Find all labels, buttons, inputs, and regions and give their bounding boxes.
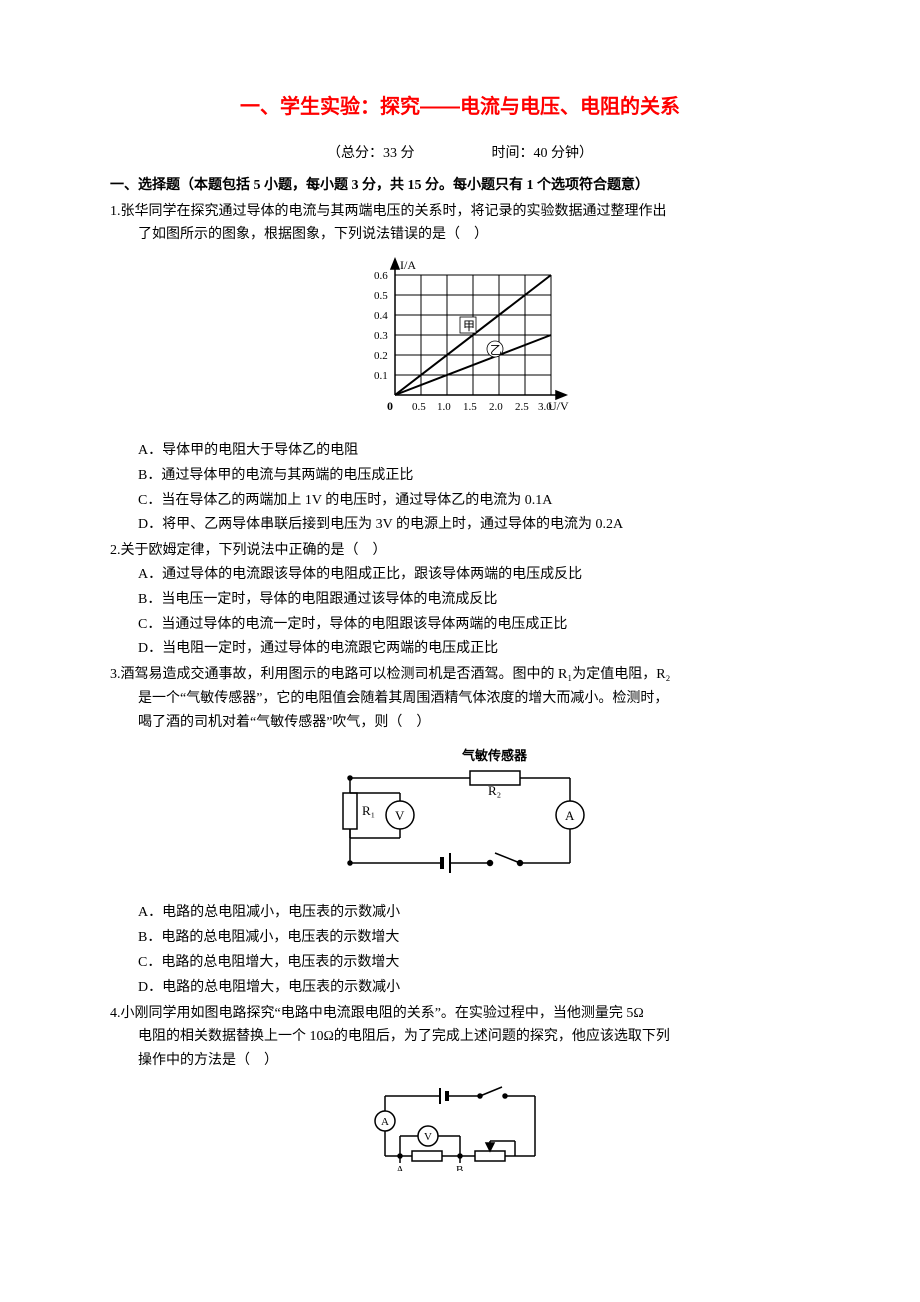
q1-xtick-5: 3.0	[538, 401, 552, 413]
q3-optA: A．电路的总电阻减小，电压表的示数减小	[138, 901, 810, 925]
question-2: 2.关于欧姆定律，下列说法中正确的是（ ） A．通过导体的电流跟该导体的电阻成正…	[110, 539, 810, 661]
q4-ammeter: A	[381, 1116, 389, 1128]
q1-stem-line1: 张华同学在探究通过导体的电流与其两端电压的关系时，将记录的实验数据通过整理作出	[121, 204, 667, 219]
q3-sensor-label: 气敏传感器	[462, 748, 528, 763]
q1-ytick-4: 0.5	[374, 290, 388, 302]
q3-stem-line3: 喝了酒的司机对着“气敏传感器”吹气，则（ ）	[110, 711, 810, 735]
q1-ytick-5: 0.6	[374, 270, 388, 282]
q3-figure: 气敏传感器 R₂ R₁ V A	[110, 743, 810, 892]
q3-v-label: V	[395, 808, 405, 823]
subtitle: （总分：33 分 时间：40 分钟）	[110, 142, 810, 166]
q1-xtick-2: 1.5	[463, 401, 477, 413]
q1-ytick-3: 0.4	[374, 310, 388, 322]
q1-origin: 0	[387, 399, 393, 413]
q1-optB: B．通过导体甲的电流与其两端的电压成正比	[138, 464, 810, 488]
q1-num: 1.	[110, 204, 121, 219]
q4-circuit-svg: A V A B	[370, 1081, 550, 1171]
q1-stem: 1.张华同学在探究通过导体的电流与其两端电压的关系时，将记录的实验数据通过整理作…	[110, 200, 810, 224]
q2-optA: A．通过导体的电流跟该导体的电阻成正比，跟该导体两端的电压成反比	[138, 563, 810, 587]
q4-terminal-b: B	[456, 1164, 463, 1171]
q3-a-label: A	[565, 808, 575, 823]
q3-optD: D．电路的总电阻增大，电压表的示数减小	[138, 976, 810, 1000]
q1-ytick-2: 0.3	[374, 330, 388, 342]
q2-optB: B．当电压一定时，导体的电阻跟通过该导体的电流成反比	[138, 588, 810, 612]
q3-options: A．电路的总电阻减小，电压表的示数减小 B．电路的总电阻减小，电压表的示数增大 …	[110, 901, 810, 999]
q3-stem-line1: 酒驾易造成交通事故，利用图示的电路可以检测司机是否酒驾。图中的 R₁为定值电阻，…	[121, 667, 671, 682]
q3-circuit-svg: 气敏传感器 R₂ R₁ V A	[330, 743, 590, 883]
q1-xtick-0: 0.5	[412, 401, 426, 413]
q2-optC: C．当通过导体的电流一定时，导体的电阻跟该导体两端的电压成正比	[138, 613, 810, 637]
subtitle-score: （总分：33 分	[327, 146, 415, 161]
q4-num: 4.	[110, 1006, 121, 1021]
question-1: 1.张华同学在探究通过导体的电流与其两端电压的关系时，将记录的实验数据通过整理作…	[110, 200, 810, 538]
q1-optC: C．当在导体乙的两端加上 1V 的电压时，通过导体乙的电流为 0.1A	[138, 489, 810, 513]
q3-num: 3.	[110, 667, 121, 682]
exam-page: 一、学生实验：探究——电流与电压、电阻的关系 （总分：33 分 时间：40 分钟…	[0, 0, 920, 1302]
subtitle-time: 时间：40 分钟）	[492, 146, 594, 161]
q1-xtick-1: 1.0	[437, 401, 451, 413]
q4-stem-line1: 小刚同学用如图电路探究“电路中电流跟电阻的关系”。在实验过程中，当他测量完 5Ω	[121, 1006, 644, 1021]
q2-optD: D．当电阻一定时，通过导体的电流跟它两端的电压成正比	[138, 637, 810, 661]
q4-figure: A V A B	[110, 1081, 810, 1180]
q4-stem-line3: 操作中的方法是（ ）	[110, 1049, 810, 1073]
q1-ylabel: I/A	[400, 258, 416, 272]
q1-series-yi: 乙	[490, 343, 502, 357]
q3-r1-label: R₁	[362, 803, 375, 818]
q1-xtick-3: 2.0	[489, 401, 503, 413]
q1-figure: I/A U/V 0.1 0.2 0.3 0.4 0.5 0.6 0 0.5 1.…	[110, 255, 810, 429]
q4-voltmeter: V	[424, 1131, 432, 1143]
q3-stem-line2: 是一个“气敏传感器”，它的电阻值会随着其周围酒精气体浓度的增大而减小。检测时，	[110, 687, 810, 711]
question-3: 3.酒驾易造成交通事故，利用图示的电路可以检测司机是否酒驾。图中的 R₁为定值电…	[110, 663, 810, 999]
q3-optB: B．电路的总电阻减小，电压表的示数增大	[138, 926, 810, 950]
q1-options: A．导体甲的电阻大于导体乙的电阻 B．通过导体甲的电流与其两端的电压成正比 C．…	[110, 439, 810, 537]
q1-chart-svg: I/A U/V 0.1 0.2 0.3 0.4 0.5 0.6 0 0.5 1.…	[350, 255, 570, 420]
q3-r2-label: R₂	[488, 783, 501, 798]
page-title: 一、学生实验：探究——电流与电压、电阻的关系	[110, 90, 810, 124]
q4-stem-line2: 电阻的相关数据替换上一个 10Ω的电阻后，为了完成上述问题的探究，他应该选取下列	[110, 1025, 810, 1049]
q1-optD: D．将甲、乙两导体串联后接到电压为 3V 的电源上时，通过导体的电流为 0.2A	[138, 513, 810, 537]
q1-optA: A．导体甲的电阻大于导体乙的电阻	[138, 439, 810, 463]
question-4: 4.小刚同学用如图电路探究“电路中电流跟电阻的关系”。在实验过程中，当他测量完 …	[110, 1002, 810, 1180]
q1-series-jia: 甲	[463, 319, 475, 333]
q1-stem-line2: 了如图所示的图象，根据图象，下列说法错误的是（ ）	[110, 223, 810, 247]
q2-options: A．通过导体的电流跟该导体的电阻成正比，跟该导体两端的电压成反比 B．当电压一定…	[110, 563, 810, 661]
q2-stem: 关于欧姆定律，下列说法中正确的是（ ）	[121, 543, 387, 558]
q2-num: 2.	[110, 543, 121, 558]
q1-ytick-0: 0.1	[374, 370, 388, 382]
q3-optC: C．电路的总电阻增大，电压表的示数增大	[138, 951, 810, 975]
q1-xtick-4: 2.5	[515, 401, 529, 413]
q1-ytick-1: 0.2	[374, 350, 388, 362]
q4-terminal-a: A	[396, 1164, 404, 1171]
section1-header: 一、选择题（本题包括 5 小题，每小题 3 分，共 15 分。每小题只有 1 个…	[110, 174, 810, 198]
